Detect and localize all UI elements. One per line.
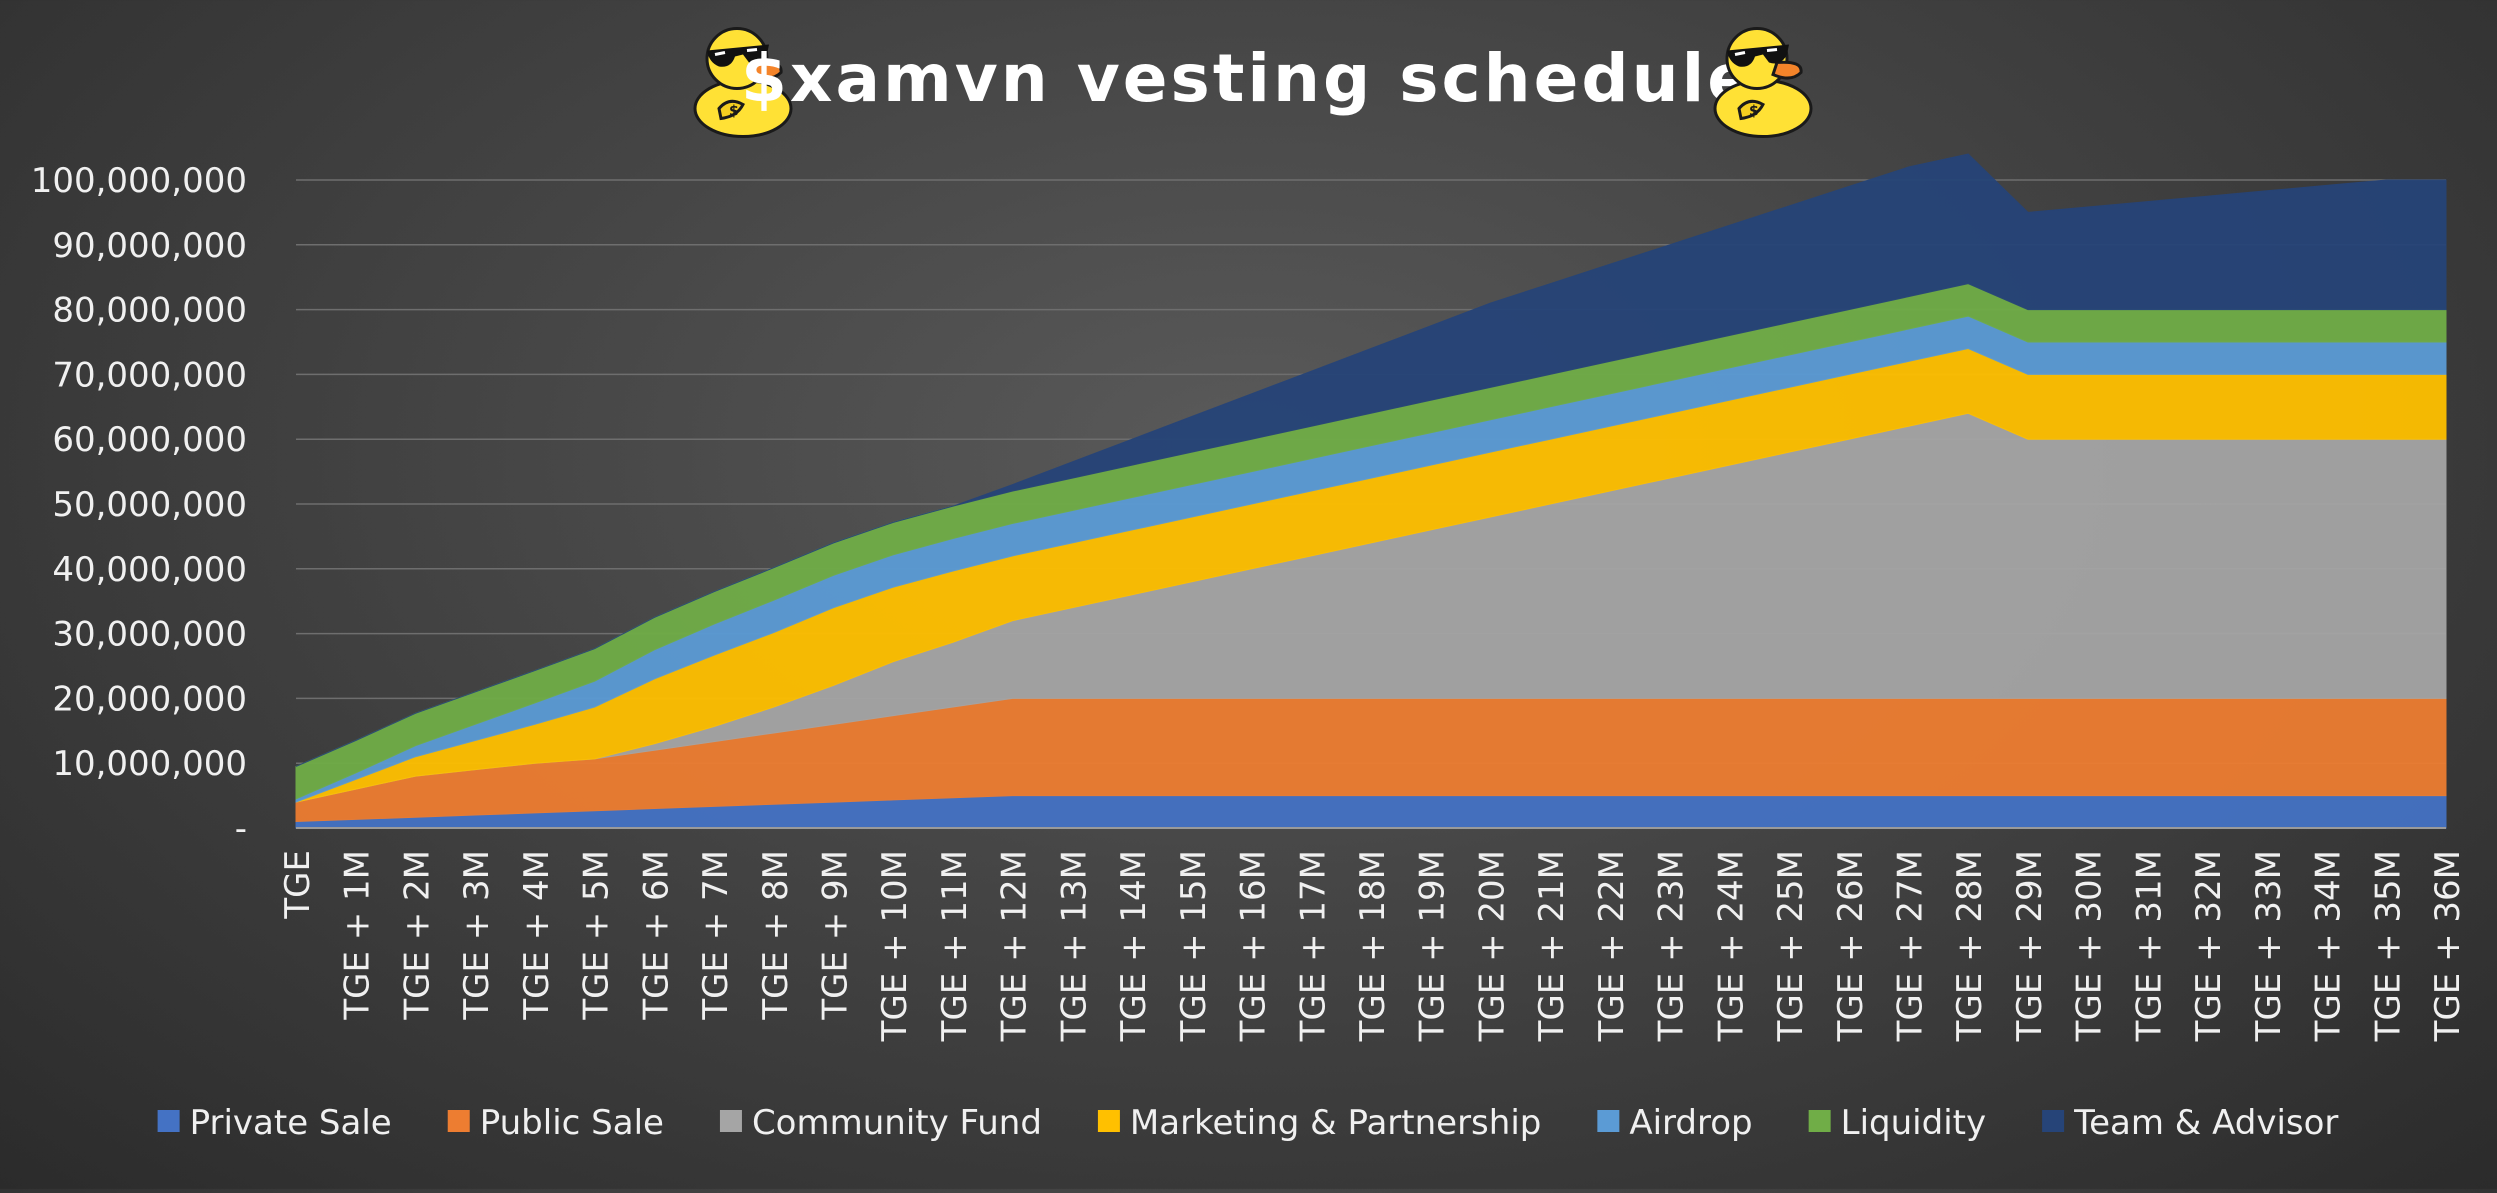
x-tick-label: TGE + 12M	[995, 850, 1035, 1042]
x-tick-label: TGE + 15M	[1174, 850, 1214, 1042]
x-tick-label: TGE + 33M	[2249, 850, 2289, 1042]
y-tick-label: 80,000,000	[52, 291, 247, 331]
x-tick-label: TGE + 29M	[2010, 850, 2050, 1042]
area-team-advisor	[295, 153, 2447, 767]
y-tick-label: 10,000,000	[52, 744, 247, 784]
x-tick-label: TGE + 2M	[397, 850, 437, 1021]
x-tick-label: TGE + 25M	[1771, 850, 1811, 1042]
x-tick-label: TGE + 6M	[636, 850, 676, 1021]
y-tick-label: 40,000,000	[52, 550, 247, 590]
x-tick-label: TGE + 23M	[1652, 850, 1692, 1042]
x-tick-label: TGE + 28M	[1950, 850, 1990, 1042]
stacked-areas	[295, 153, 2447, 829]
x-tick-label: TGE + 16M	[1234, 850, 1274, 1042]
legend-label-community-fund: Community Fund	[752, 1103, 1042, 1143]
x-tick-label: TGE + 31M	[2129, 850, 2169, 1042]
x-tick-label: TGE + 17M	[1293, 850, 1333, 1042]
x-tick-label: TGE + 35M	[2368, 850, 2408, 1042]
chart-title: $xamvn vesting schedule	[741, 40, 1755, 117]
legend-label-airdrop: Airdrop	[1629, 1103, 1752, 1143]
legend-swatch-liquidity	[1808, 1110, 1831, 1132]
x-tick-label: TGE + 9M	[816, 850, 856, 1021]
legend-label-marketing-partnership: Marketing & Partnership	[1130, 1103, 1541, 1143]
x-tick-label: TGE + 34M	[2309, 850, 2349, 1042]
legend-swatch-marketing-partnership	[1097, 1110, 1120, 1132]
legend-label-public-sale: Public Sale	[480, 1103, 664, 1143]
legend-swatch-public-sale	[447, 1110, 470, 1132]
x-tick-label: TGE + 18M	[1353, 850, 1393, 1042]
y-tick-label: 100,000,000	[31, 161, 247, 201]
x-tick-label: TGE + 24M	[1711, 850, 1751, 1042]
y-tick-label: 90,000,000	[52, 226, 247, 266]
legend: Private Sale Public Sale Community Fund Mar…	[157, 1103, 2338, 1143]
legend-label-liquidity: Liquidity	[1841, 1103, 1986, 1143]
y-tick-label: 60,000,000	[52, 420, 247, 460]
x-tick-label: TGE + 7M	[696, 850, 736, 1021]
x-tick-label: TGE + 20M	[1472, 850, 1512, 1042]
y-tick-label: -	[235, 809, 247, 849]
legend-label-team-advisor: Team & Advisor	[2073, 1103, 2338, 1143]
legend-label-private-sale: Private Sale	[190, 1103, 392, 1143]
y-tick-label: 30,000,000	[52, 615, 247, 655]
y-tick-label: 50,000,000	[52, 485, 247, 525]
legend-swatch-team-advisor	[2042, 1110, 2065, 1132]
x-tick-label: TGE + 13M	[1054, 850, 1094, 1042]
x-tick-label: TGE + 10M	[875, 850, 915, 1042]
y-tick-label: 20,000,000	[52, 679, 247, 719]
x-tick-label: TGE + 27M	[1891, 850, 1931, 1042]
y-axis-ticks: - 10,000,000 20,000,000 30,000,000 40,000,00…	[31, 161, 247, 849]
x-tick-label: TGE + 1M	[338, 850, 378, 1021]
x-tick-label: TGE + 26M	[1831, 850, 1871, 1042]
x-tick-label: TGE + 22M	[1592, 850, 1632, 1042]
x-axis-ticks: TGE TGE + 1M TGE + 2M TGE + 3M TGE + 4M TGE +…	[278, 850, 2468, 1042]
x-tick-label: TGE + 3M	[457, 850, 497, 1021]
x-tick-label: TGE + 30M	[2070, 850, 2110, 1042]
x-tick-label: TGE + 14M	[1114, 850, 1154, 1042]
x-tick-label: TGE + 36M	[2428, 850, 2468, 1042]
x-tick-label: TGE + 11M	[935, 850, 975, 1042]
legend-swatch-community-fund	[719, 1110, 742, 1132]
x-tick-label: TGE + 32M	[2189, 850, 2229, 1042]
x-tick-label: TGE + 19M	[1413, 850, 1453, 1042]
x-tick-label: TGE + 8M	[756, 850, 796, 1021]
x-tick-label: TGE	[278, 850, 318, 920]
chart-title-group: $xamvn vesting schedule	[693, 26, 1813, 139]
x-tick-label: TGE + 4M	[517, 850, 557, 1021]
legend-swatch-airdrop	[1597, 1110, 1620, 1132]
x-tick-label: TGE + 5M	[577, 850, 617, 1021]
y-tick-label: 70,000,000	[52, 355, 247, 395]
legend-swatch-private-sale	[157, 1110, 180, 1132]
x-tick-label: TGE + 21M	[1532, 850, 1572, 1042]
